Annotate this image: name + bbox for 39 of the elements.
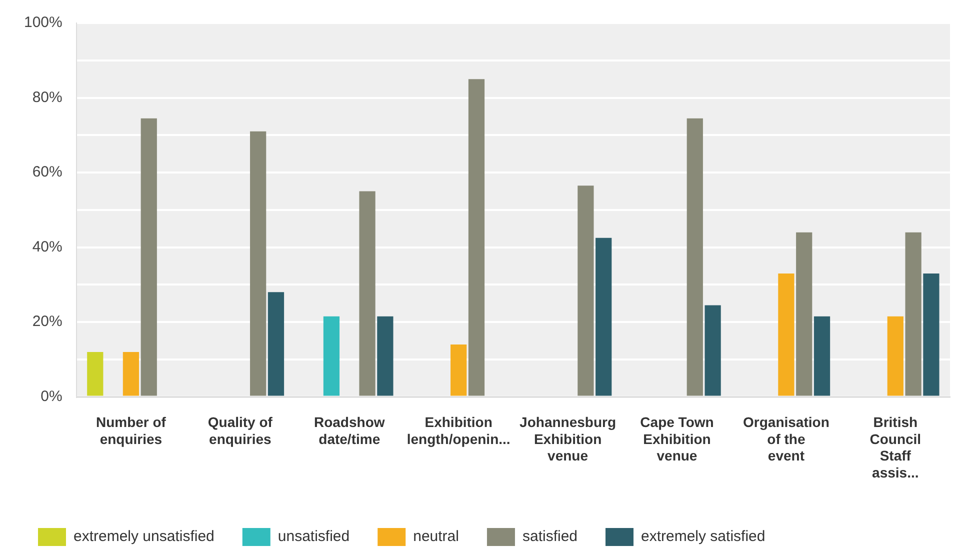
bar: [268, 292, 284, 396]
bar: [778, 273, 794, 396]
bar: [468, 79, 485, 396]
x-tick-label: Johannesburg Exhibition venue: [520, 414, 616, 464]
bar: [450, 344, 467, 396]
bar: [887, 316, 904, 396]
legend-label: unsatisfied: [278, 528, 350, 546]
bar: [122, 352, 140, 396]
y-tick-label: 100%: [24, 14, 62, 32]
bar: [323, 316, 340, 396]
y-tick-label: 40%: [32, 238, 62, 256]
bar: [686, 118, 703, 396]
legend-label: neutral: [413, 528, 459, 546]
bar: [905, 232, 922, 396]
bar: [814, 316, 830, 396]
y-tick-label: 0%: [40, 388, 62, 405]
bar: [140, 118, 157, 396]
x-tick-label: Quality of enquiries: [208, 414, 273, 447]
x-tick-label: Cape Town Exhibition venue: [640, 414, 714, 464]
x-tick-label: Organisation of the event: [743, 414, 830, 464]
y-tick-label: 80%: [32, 88, 62, 106]
bar: [796, 232, 812, 396]
y-tick-label: 60%: [32, 164, 62, 181]
x-tick-label: Exhibition length/openin...: [406, 414, 510, 447]
bar: [923, 273, 940, 396]
x-tick-label: Number of enquiries: [96, 414, 166, 447]
bar: [359, 191, 376, 396]
bar: [704, 305, 721, 396]
bar: [578, 186, 594, 396]
legend-label: extremely unsatisfied: [74, 528, 214, 546]
bar: [377, 316, 394, 396]
bar: [596, 238, 612, 396]
bar: [250, 131, 266, 396]
y-tick-label: 20%: [32, 313, 62, 330]
x-tick-label: Roadshow date/time: [314, 414, 385, 447]
bar: [87, 352, 104, 396]
legend-label: extremely satisfied: [641, 528, 766, 546]
x-tick-label: British Council Staff assis...: [870, 414, 922, 480]
legend-label: satisfied: [522, 528, 578, 546]
